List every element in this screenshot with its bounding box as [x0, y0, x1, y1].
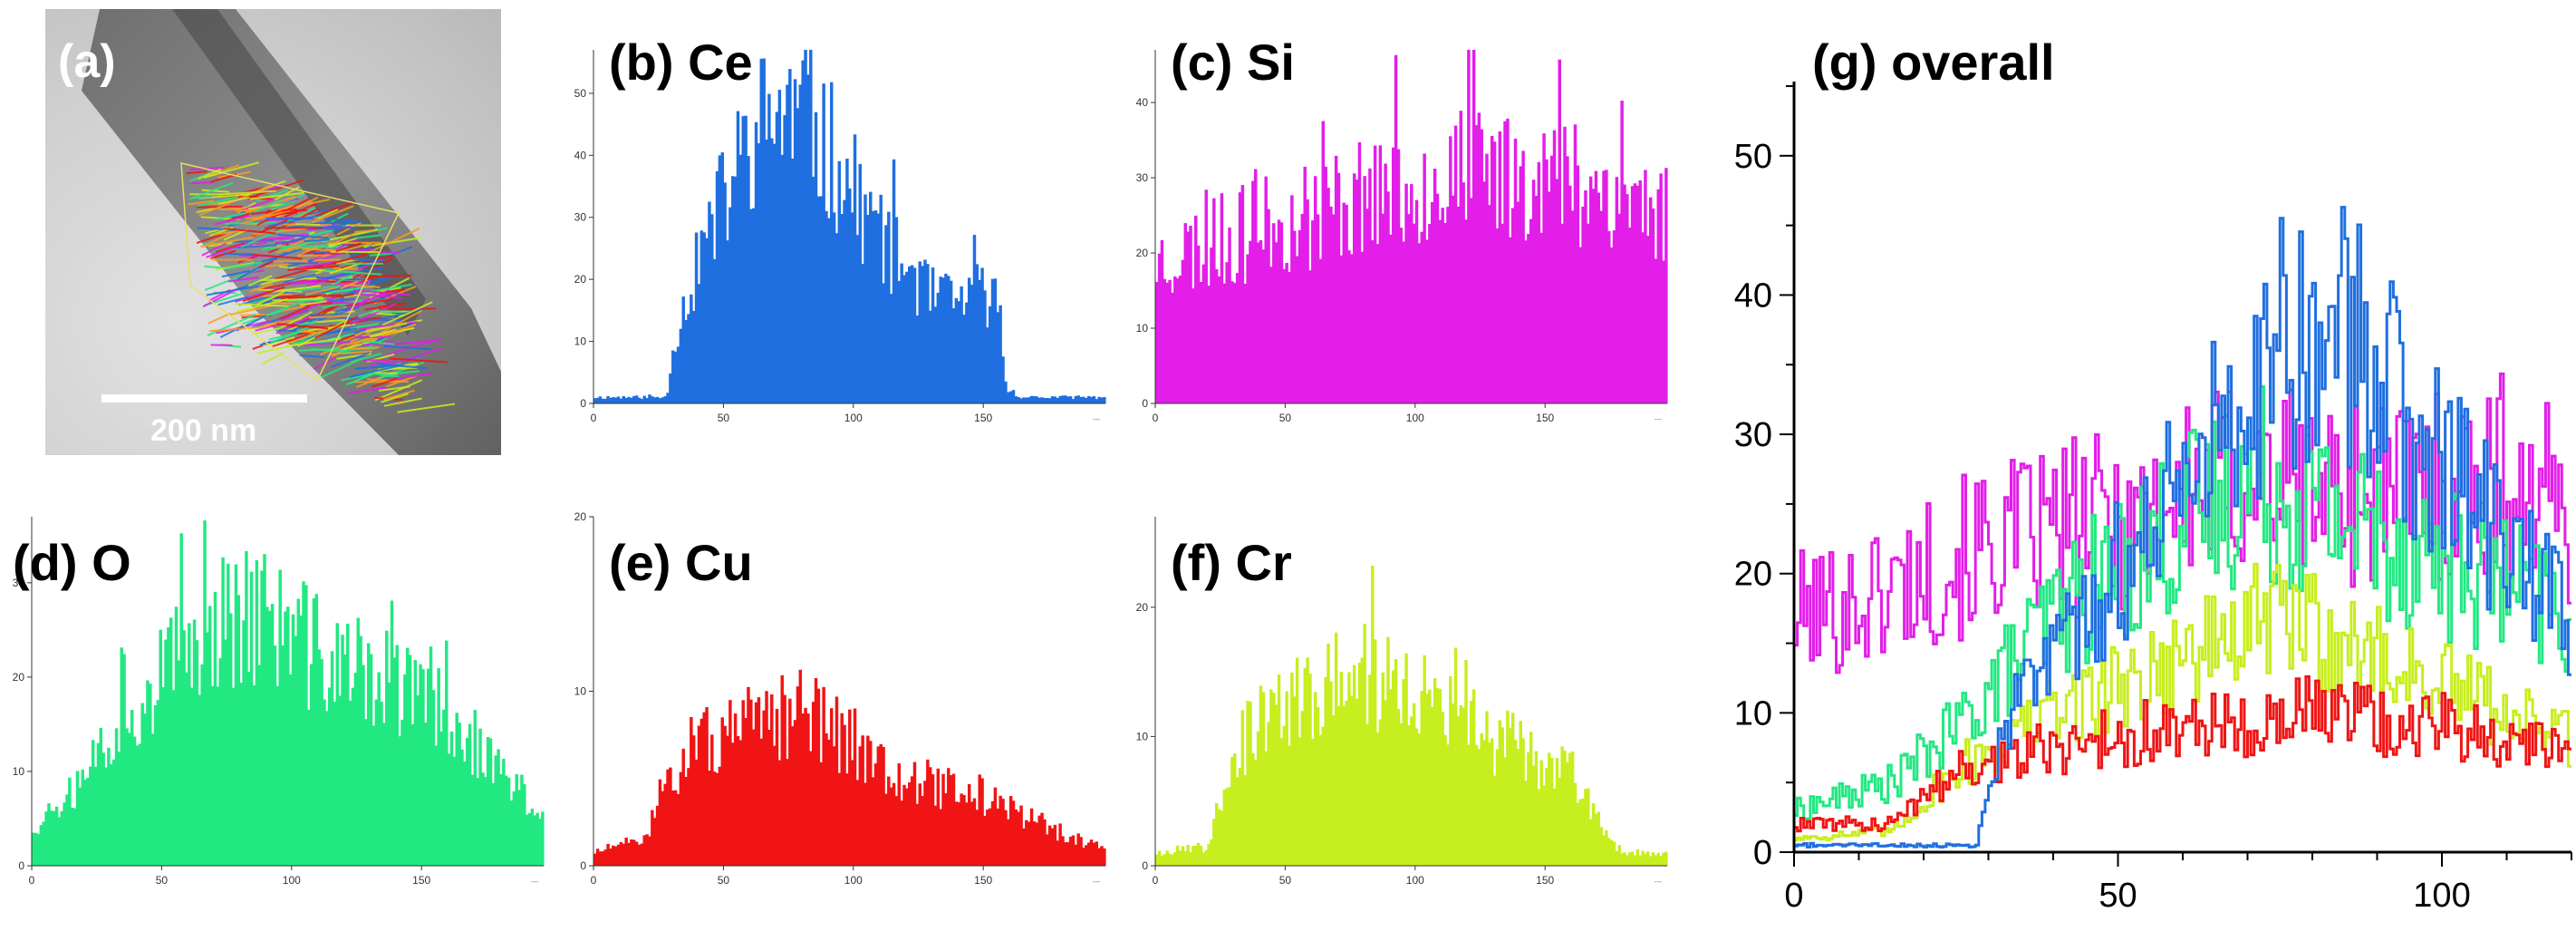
tem-image: 200 nm (a)	[45, 9, 501, 455]
panel-e-label: (e) Cu	[609, 533, 753, 592]
y-tick-label: 20	[574, 510, 587, 523]
chart-g: 0 50 100 0 10 20 30 40 50	[1703, 0, 2576, 936]
eds-stroke	[277, 330, 296, 331]
x-tick-label: 150	[1536, 412, 1554, 424]
x-tick-label: 50	[718, 412, 730, 424]
series-line-Si	[1794, 373, 2571, 673]
fiber-shape	[82, 9, 501, 455]
eds-stroke	[191, 182, 213, 183]
y-tick-label: 20	[13, 671, 25, 684]
y-tick-label: 0	[1142, 397, 1148, 410]
bars-e	[593, 670, 1106, 866]
y-tick-label: 20	[1734, 556, 1772, 594]
x-tick-label: 50	[718, 874, 730, 887]
y-tick-label: 10	[1734, 694, 1772, 732]
y-tick-label: 10	[13, 765, 25, 778]
x-tick-label: 100	[844, 874, 863, 887]
eds-stroke	[263, 353, 284, 364]
x-tick-label: 150	[974, 874, 992, 887]
y-tick-label: 0	[580, 397, 586, 410]
y-tick-label: 50	[574, 87, 587, 100]
axis-unit-mark: ---	[531, 878, 538, 886]
y-tick-label: 10	[574, 685, 587, 698]
y-tick-label: 10	[574, 335, 587, 348]
bar	[1664, 168, 1667, 403]
x-tick-label: 0	[1153, 874, 1159, 887]
panel-f: 0 50 100 150 0 10 20 --- (f) Cr	[1105, 490, 1681, 934]
panel-e: 0 50 100 150 0 10 20 --- (e) Cu	[544, 490, 1119, 934]
panel-a-label: (a)	[58, 34, 116, 89]
panel-f-label: (f) Cr	[1171, 533, 1292, 592]
scale-bar	[101, 394, 307, 403]
y-tick-label: 0	[1753, 834, 1772, 872]
x-tick-label: 50	[2098, 877, 2137, 915]
eds-stroke	[193, 197, 211, 198]
y-tick-label: 0	[580, 859, 586, 872]
x-tick-label: 100	[1406, 412, 1424, 424]
y-tick-label: 0	[18, 859, 24, 872]
x-tick-label: 150	[1536, 874, 1554, 887]
x-tick-label: 50	[156, 874, 169, 887]
x-tick-label: 50	[1279, 874, 1292, 887]
panel-g-label: (g) overall	[1812, 33, 2055, 92]
x-tick-label: 0	[29, 874, 35, 887]
x-tick-label: 100	[844, 412, 863, 424]
y-tick-label: 10	[1136, 730, 1149, 742]
eds-stroke	[297, 256, 329, 257]
x-tick-label: 150	[412, 874, 430, 887]
y-tick-label: 20	[1136, 247, 1149, 259]
y-tick-label: 30	[1136, 171, 1149, 184]
panel-c-label: (c) Si	[1171, 33, 1295, 92]
bars-c	[1155, 50, 1668, 403]
eds-stroke	[363, 360, 389, 361]
panel-d-label: (d) O	[13, 533, 131, 592]
x-tick-label: 0	[591, 412, 597, 424]
x-tick-label: 100	[2413, 877, 2470, 915]
y-tick-label: 0	[1142, 859, 1148, 872]
axis-unit-mark: ---	[1655, 878, 1662, 886]
y-tick-label: 30	[1734, 416, 1772, 454]
eds-stroke	[224, 254, 254, 255]
eds-stroke	[376, 311, 401, 312]
eds-stroke	[208, 314, 231, 324]
bar	[1664, 852, 1667, 866]
x-tick-label: 0	[1784, 877, 1803, 915]
bars-f	[1155, 566, 1668, 866]
panel-b-label: (b) Ce	[609, 33, 753, 92]
panel-c: 0 50 100 150 0 10 20 30 40 --- (c) Si	[1105, 0, 1681, 462]
y-tick-label: 40	[1734, 276, 1772, 315]
y-tick-label: 40	[1136, 96, 1149, 109]
axis-unit-mark: ---	[1093, 878, 1100, 886]
scale-bar-label: 200 nm	[150, 413, 256, 449]
y-tick-label: 40	[574, 149, 587, 161]
axis-unit-mark: ---	[1655, 415, 1662, 423]
panel-g: 0 50 100 0 10 20 30 40 50 (g) overall	[1703, 0, 2576, 936]
x-tick-label: 150	[974, 412, 992, 424]
panel-b: 0 50 100 150 0 10 20 30 40 50 --- (b) Ce	[544, 0, 1119, 462]
x-tick-label: 50	[1279, 412, 1292, 424]
x-tick-label: 0	[1153, 412, 1159, 424]
x-tick-label: 100	[283, 874, 301, 887]
x-tick-label: 100	[1406, 874, 1424, 887]
y-tick-label: 30	[574, 211, 587, 224]
x-tick-label: 0	[591, 874, 597, 887]
eds-stroke	[235, 210, 254, 211]
axis-unit-mark: ---	[1093, 415, 1100, 423]
y-tick-label: 10	[1136, 322, 1149, 335]
y-tick-label: 50	[1734, 138, 1772, 176]
eds-stroke	[296, 224, 320, 225]
y-tick-label: 20	[1136, 601, 1149, 614]
y-tick-label: 20	[574, 273, 587, 286]
bars-b	[593, 50, 1106, 403]
